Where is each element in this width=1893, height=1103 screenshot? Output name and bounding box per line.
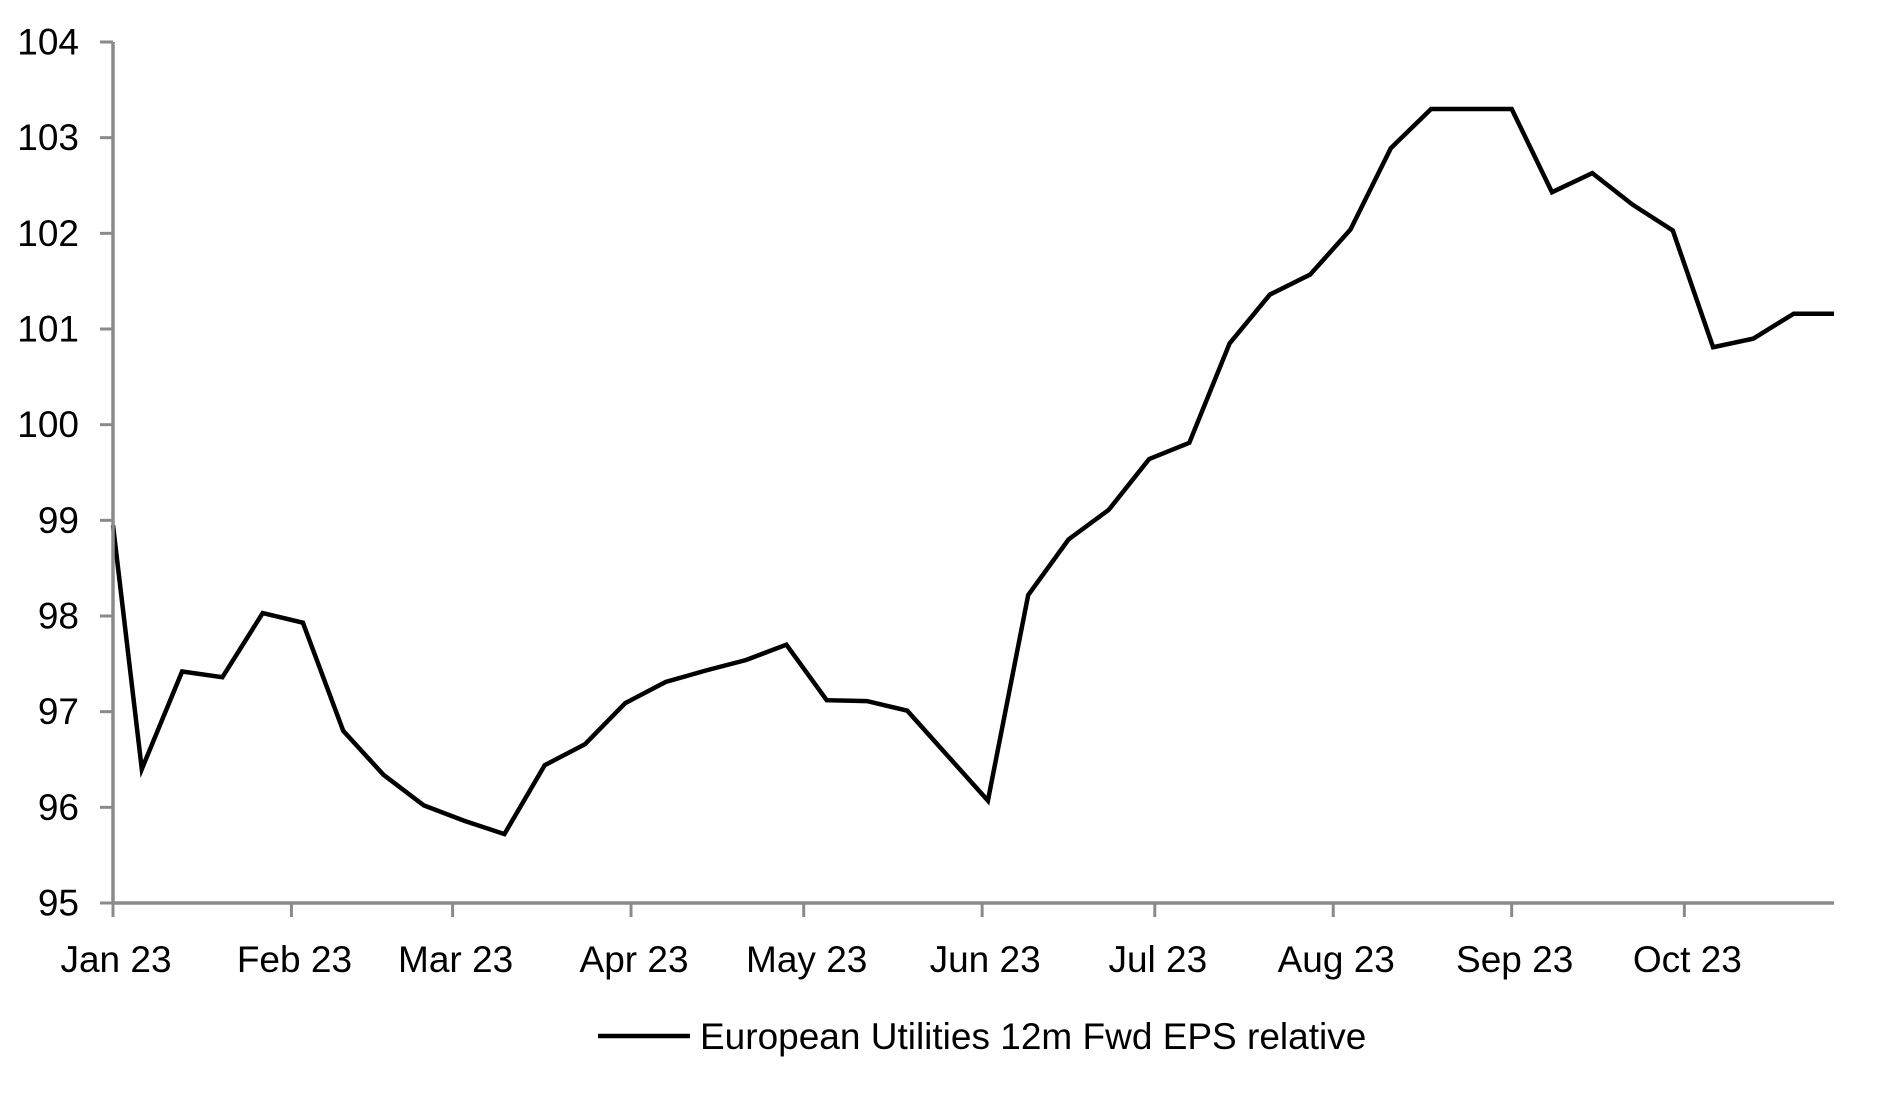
x-tick-label: Mar 23 xyxy=(398,939,513,980)
x-tick-label: Aug 23 xyxy=(1278,939,1395,980)
y-tick-label: 96 xyxy=(38,787,79,828)
y-tick-label: 103 xyxy=(17,117,79,158)
y-tick-label: 101 xyxy=(17,309,79,350)
x-tick-label: May 23 xyxy=(746,939,867,980)
legend: European Utilities 12m Fwd EPS relative xyxy=(598,1016,1366,1057)
y-tick-label: 95 xyxy=(38,883,79,924)
x-axis-labels: Jan 23 Feb 23 Mar 23 Apr 23 May 23 Jun 23 Jul … xyxy=(60,939,1741,980)
series-line-european-utilities xyxy=(110,106,1834,837)
y-axis-labels: 95 96 97 98 99 100 101 102 103 104 xyxy=(17,22,79,924)
x-tick-label: Oct 23 xyxy=(1633,939,1742,980)
y-axis-ticks xyxy=(100,40,113,905)
y-tick-label: 98 xyxy=(38,596,79,637)
x-tick-label: Jan 23 xyxy=(60,939,171,980)
x-tick-label: Sep 23 xyxy=(1456,939,1573,980)
y-tick-label: 104 xyxy=(17,22,79,63)
y-tick-label: 100 xyxy=(17,404,79,445)
x-axis-ticks xyxy=(111,904,1686,917)
y-tick-label: 97 xyxy=(38,691,79,732)
y-tick-label: 102 xyxy=(17,213,79,254)
y-tick-label: 99 xyxy=(38,500,79,541)
x-tick-label: Feb 23 xyxy=(237,939,352,980)
x-tick-label: Jul 23 xyxy=(1108,939,1207,980)
x-tick-label: Jun 23 xyxy=(930,939,1041,980)
x-tick-label: Apr 23 xyxy=(580,939,689,980)
legend-label: European Utilities 12m Fwd EPS relative xyxy=(700,1016,1366,1057)
